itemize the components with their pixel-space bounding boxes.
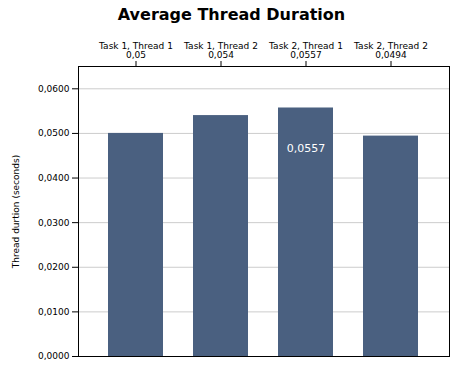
- svg-text:Task 1, Thread 20,054: Task 1, Thread 20,054: [183, 41, 258, 60]
- svg-text:Task 2, Thread 20,0494: Task 2, Thread 20,0494: [353, 41, 428, 60]
- svg-text:0,0200: 0,0200: [38, 262, 70, 272]
- svg-text:0,0400: 0,0400: [38, 173, 70, 183]
- svg-text:Task 1, Thread 10,05: Task 1, Thread 10,05: [98, 41, 173, 60]
- svg-text:0,0600: 0,0600: [38, 84, 70, 94]
- svg-text:0,0000: 0,0000: [38, 351, 70, 361]
- svg-text:0,0300: 0,0300: [38, 218, 70, 228]
- svg-text:Task 2, Thread 10,0557: Task 2, Thread 10,0557: [268, 41, 343, 60]
- svg-text:0,0100: 0,0100: [38, 307, 70, 317]
- svg-text:0,0500: 0,0500: [38, 128, 70, 138]
- svg-text:Thread durtion (seconds): Thread durtion (seconds): [11, 155, 21, 269]
- svg-text:0,0557: 0,0557: [287, 142, 326, 155]
- html-text:Average Thread Duration: Average Thread Duration: [117, 5, 346, 24]
